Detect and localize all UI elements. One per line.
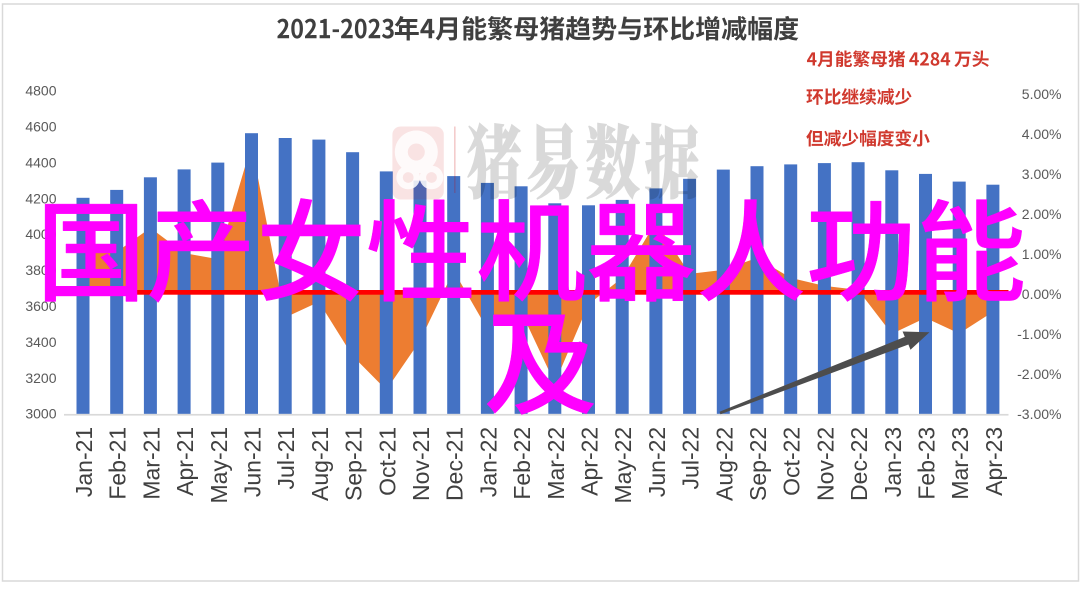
svg-text:Apr-23: Apr-23 (981, 427, 1007, 496)
svg-text:Mar-23: Mar-23 (947, 427, 973, 500)
svg-text:2.00%: 2.00% (1022, 206, 1062, 222)
svg-text:3.00%: 3.00% (1022, 166, 1062, 182)
svg-text:Jan-23: Jan-23 (880, 427, 906, 497)
svg-text:Dec-22: Dec-22 (846, 427, 872, 501)
svg-text:Jul-21: Jul-21 (273, 427, 299, 490)
svg-text:Jun-21: Jun-21 (240, 427, 266, 497)
svg-text:3200: 3200 (25, 370, 56, 386)
svg-text:Aug-21: Aug-21 (307, 427, 333, 501)
svg-text:3400: 3400 (25, 334, 56, 350)
svg-text:Jul-22: Jul-22 (678, 427, 704, 490)
svg-text:Oct-22: Oct-22 (779, 427, 805, 496)
svg-text:Apr-21: Apr-21 (172, 427, 198, 496)
svg-text:May-22: May-22 (610, 427, 636, 504)
svg-text:-2.00%: -2.00% (1017, 366, 1061, 382)
svg-text:4.00%: 4.00% (1022, 126, 1062, 142)
svg-text:0.00%: 0.00% (1022, 286, 1062, 302)
svg-text:5.00%: 5.00% (1022, 86, 1062, 102)
svg-text:-3.00%: -3.00% (1017, 406, 1061, 422)
svg-text:Feb-21: Feb-21 (105, 427, 131, 500)
svg-text:Aug-22: Aug-22 (711, 427, 737, 501)
svg-text:Feb-23: Feb-23 (914, 427, 940, 500)
svg-text:3600: 3600 (25, 298, 56, 314)
svg-text:Sep-21: Sep-21 (341, 427, 367, 501)
svg-text:Jan-21: Jan-21 (71, 427, 97, 497)
svg-text:Apr-22: Apr-22 (577, 427, 603, 496)
svg-text:1.00%: 1.00% (1022, 246, 1062, 262)
svg-text:Sep-22: Sep-22 (745, 427, 771, 501)
svg-text:Nov-21: Nov-21 (408, 427, 434, 501)
svg-text:Jan-22: Jan-22 (475, 427, 501, 497)
svg-text:4200: 4200 (25, 190, 56, 206)
svg-text:3000: 3000 (25, 406, 56, 422)
svg-text:4400: 4400 (25, 154, 56, 170)
svg-text:4800: 4800 (25, 83, 56, 99)
svg-text:-1.00%: -1.00% (1017, 326, 1061, 342)
svg-text:Feb-22: Feb-22 (509, 427, 535, 500)
svg-text:Mar-22: Mar-22 (543, 427, 569, 500)
svg-text:Mar-21: Mar-21 (138, 427, 164, 500)
svg-text:Oct-21: Oct-21 (374, 427, 400, 496)
svg-text:4600: 4600 (25, 119, 56, 135)
svg-text:Dec-21: Dec-21 (442, 427, 468, 501)
svg-text:May-21: May-21 (206, 427, 232, 504)
svg-text:Nov-22: Nov-22 (812, 427, 838, 501)
svg-text:Jun-22: Jun-22 (644, 427, 670, 497)
